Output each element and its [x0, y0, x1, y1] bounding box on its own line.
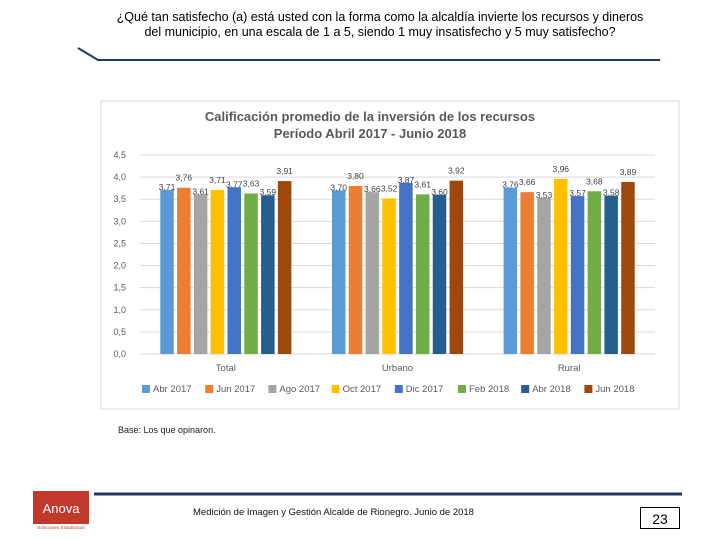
legend-swatch — [268, 385, 277, 393]
data-label: 3,96 — [552, 164, 569, 174]
data-label: 3,63 — [243, 178, 260, 188]
bar — [261, 195, 275, 354]
data-label: 3,80 — [347, 171, 364, 181]
data-label: 3,57 — [569, 188, 586, 198]
data-label: 3,92 — [448, 166, 465, 176]
legend-label: Jun 2017 — [216, 384, 255, 395]
legend-label: Abr 2018 — [532, 384, 571, 395]
x-category-label: Rural — [558, 363, 581, 374]
y-tick-label: 4,5 — [113, 150, 126, 160]
data-label: 3,68 — [586, 176, 603, 186]
data-label: 3,89 — [620, 167, 637, 177]
data-label: 3,71 — [159, 182, 176, 192]
data-label: 3,61 — [414, 179, 431, 189]
y-tick-label: 2,0 — [113, 261, 126, 271]
y-tick-label: 3,0 — [113, 216, 126, 226]
bar — [621, 181, 635, 354]
x-category-label: Total — [216, 363, 236, 374]
bar — [399, 182, 413, 354]
legend-swatch — [331, 385, 340, 393]
bar — [382, 198, 396, 354]
bar — [227, 187, 241, 354]
legend-label: Jun 2018 — [595, 384, 634, 395]
legend-swatch — [584, 385, 593, 393]
legend-label: Oct 2017 — [343, 384, 382, 395]
data-label: 3,71 — [209, 175, 226, 185]
data-label: 3,77 — [226, 179, 243, 189]
y-tick-label: 3,5 — [113, 194, 126, 204]
data-label: 3,53 — [536, 190, 553, 200]
legend-swatch — [458, 385, 466, 393]
chart-title: Calificación promedio de la inversión de… — [205, 109, 535, 124]
legend-swatch — [394, 385, 403, 393]
base-note: Base: Los que opinaron. — [118, 425, 216, 435]
logo-box: Anova — [33, 491, 89, 524]
question-text: ¿Qué tan satisfecho (a) está usted con l… — [116, 10, 644, 39]
data-label: 3,70 — [330, 182, 347, 192]
data-label: 3,87 — [398, 175, 415, 185]
footer-text: Medición de Imagen y Gestión Alcalde de … — [193, 507, 474, 518]
data-label: 3,91 — [276, 166, 293, 176]
bar — [449, 180, 464, 354]
data-label: 3,76 — [176, 173, 193, 183]
bar — [554, 178, 568, 354]
header-rule — [77, 47, 660, 61]
bar — [348, 185, 363, 354]
bar — [210, 189, 225, 354]
y-tick-label: 1,5 — [113, 283, 126, 293]
y-tick-label: 2,5 — [113, 238, 126, 248]
legend-label: Abr 2017 — [153, 384, 192, 395]
bar — [537, 197, 551, 354]
page-number: 23 — [640, 507, 680, 529]
bar — [520, 192, 534, 354]
x-category-label: Urbano — [382, 363, 413, 374]
bar — [503, 187, 518, 354]
legend-label: Dic 2017 — [406, 384, 444, 395]
bar — [432, 194, 447, 354]
anova-logo: Anova Soluciones Estadísticas — [33, 491, 89, 533]
data-label: 3,59 — [260, 187, 277, 197]
data-label: 3,61 — [192, 186, 209, 196]
data-label: 3,66 — [364, 184, 381, 194]
bar — [570, 196, 585, 354]
bar — [365, 192, 380, 354]
data-label: 3,52 — [381, 183, 398, 193]
bar-chart: Calificación promedio de la inversión de… — [100, 100, 680, 410]
bar — [277, 181, 292, 354]
bar — [177, 187, 191, 354]
bar — [415, 194, 430, 354]
bar — [244, 193, 258, 354]
data-label: 3,76 — [502, 180, 519, 190]
data-label: 3,58 — [603, 188, 620, 198]
legend-swatch — [521, 385, 530, 393]
logo-name: Anova — [42, 501, 80, 516]
bar — [160, 189, 174, 354]
legend-swatch — [142, 385, 150, 393]
y-tick-label: 4,0 — [113, 172, 126, 182]
data-label: 3,60 — [431, 187, 448, 197]
legend-label: Ago 2017 — [279, 384, 320, 395]
chart-subtitle: Período Abril 2017 - Junio 2018 — [274, 126, 466, 141]
legend-label: Feb 2018 — [469, 384, 509, 395]
y-tick-label: 1,0 — [113, 305, 126, 315]
data-label: 3,66 — [519, 177, 536, 187]
legend-swatch — [205, 385, 214, 393]
y-tick-label: 0,0 — [113, 349, 126, 359]
logo-tagline: Soluciones Estadísticas — [37, 525, 85, 530]
bar — [587, 191, 602, 354]
y-tick-label: 0,5 — [113, 327, 126, 337]
bar — [331, 190, 346, 354]
bar — [604, 195, 618, 354]
bar — [193, 194, 208, 354]
